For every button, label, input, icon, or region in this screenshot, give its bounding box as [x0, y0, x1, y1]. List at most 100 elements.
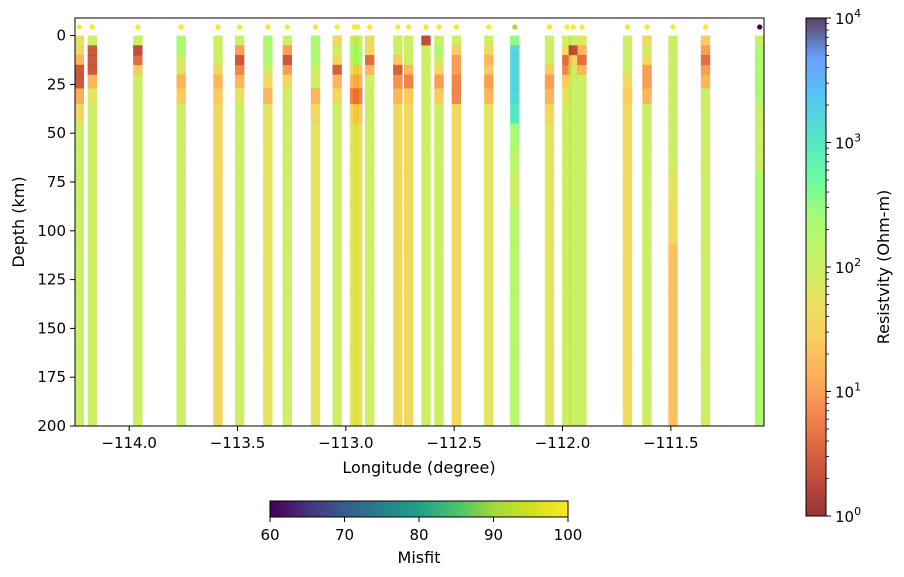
resistivity-cell: [642, 35, 652, 46]
station-column: [393, 35, 403, 427]
resistivity-cell: [353, 74, 363, 89]
resistivity-cell: [133, 45, 143, 56]
resistivity-cell: [544, 103, 555, 124]
station-column: [353, 35, 363, 427]
resistivity-cell: [451, 55, 462, 66]
resistivity-cell: [310, 103, 321, 124]
resistivity-cell: [562, 88, 572, 105]
resistivity-cell: [421, 103, 431, 124]
station-misfit-marker: [406, 24, 412, 30]
station-column: [74, 35, 85, 427]
resistivity-cell: [700, 123, 711, 148]
resistivity-cell: [622, 123, 633, 148]
station-misfit-marker: [284, 24, 290, 30]
resistivity-cell: [421, 293, 431, 353]
resistivity-cell: [700, 64, 711, 76]
resistivity-cell: [544, 351, 555, 427]
resistivity-cell: [421, 123, 431, 148]
station-column: [451, 35, 462, 427]
resistivity-cell: [622, 103, 633, 124]
resistivity-cell: [353, 244, 363, 294]
resistivity-cell: [642, 55, 652, 66]
resistivity-cell: [577, 64, 587, 76]
resistivity-cell: [577, 74, 587, 89]
resistivity-cell: [484, 293, 494, 353]
resistivity-cell: [451, 205, 462, 245]
station-misfit-marker: [334, 24, 340, 30]
resistivity-cell: [263, 74, 273, 89]
resistivity-cell: [510, 244, 520, 294]
y-tick-label: 100: [37, 222, 66, 240]
resistivity-cell: [700, 351, 711, 427]
resistivity-cell: [562, 55, 572, 66]
station-column: [263, 35, 273, 427]
resistivity-cell: [622, 293, 633, 353]
resistivity-cell: [568, 351, 579, 427]
resistivity-cell: [434, 146, 444, 173]
resistivity-cell: [364, 172, 375, 206]
resistivity-cell: [393, 64, 403, 76]
resistivity-cell: [451, 88, 462, 105]
resistivity-cell: [74, 88, 85, 105]
resistivity-cell: [87, 351, 98, 427]
plot-area: −114.0 −113.5 −113.0 −112.5 −112.0 −111.5 0 25…: [9, 17, 765, 477]
resistivity-cell: [213, 55, 223, 66]
resistivity-tick-label: 103: [835, 132, 861, 153]
resistivity-cell: [353, 103, 363, 124]
resistivity-cell: [577, 123, 587, 148]
resistivity-cell: [87, 88, 98, 105]
station-misfit-marker: [215, 24, 221, 30]
resistivity-cell: [263, 103, 273, 124]
resistivity-cell: [353, 172, 363, 206]
station-column: [668, 35, 678, 427]
resistivity-cell: [213, 88, 223, 105]
y-tick-label: 50: [47, 124, 66, 142]
resistivity-cell: [133, 123, 143, 148]
station-column: [700, 35, 711, 427]
resistivity-cell: [234, 35, 245, 46]
resistivity-cell: [700, 55, 711, 66]
resistivity-cell: [562, 74, 572, 89]
station-column: [282, 35, 293, 427]
resistivity-cell: [263, 35, 273, 46]
y-axis-ticks: 0 25 50 75 100 125 150 175 200: [37, 27, 75, 435]
resistivity-cell: [234, 293, 245, 353]
resistivity-cell: [176, 55, 186, 66]
station-column: [642, 35, 652, 427]
resistivity-cell: [668, 88, 678, 105]
resistivity-cell: [668, 74, 678, 89]
resistivity-cell: [332, 244, 342, 294]
resistivity-cell: [568, 244, 579, 294]
station-misfit-marker: [579, 24, 585, 30]
resistivity-cell: [234, 64, 245, 76]
x-tick-label: −112.0: [535, 434, 591, 452]
resistivity-cell: [310, 293, 321, 353]
resistivity-cell: [282, 244, 293, 294]
resistivity-cell: [484, 64, 494, 76]
resistivity-cell: [332, 205, 342, 245]
resistivity-cell: [353, 205, 363, 245]
resistivity-cell: [451, 351, 462, 427]
station-misfit-marker: [486, 24, 492, 30]
resistivity-cell: [234, 123, 245, 148]
resistivity-cell: [403, 55, 414, 66]
resistivity-cell: [310, 351, 321, 427]
station-misfit-marker: [89, 24, 95, 30]
station-misfit-marker: [265, 24, 271, 30]
resistivity-cell: [577, 244, 587, 294]
resistivity-cell: [451, 74, 462, 89]
station-column: [510, 35, 520, 427]
resistivity-cell: [577, 45, 587, 56]
resistivity-cell: [213, 64, 223, 76]
resistivity-cell: [484, 55, 494, 66]
resistivity-cell: [668, 351, 678, 427]
resistivity-cell: [421, 146, 431, 173]
resistivity-cell: [213, 172, 223, 206]
resistivity-cell: [642, 146, 652, 173]
resistivity-cell: [568, 55, 579, 66]
resistivity-cell: [484, 103, 494, 124]
station-column: [421, 35, 431, 427]
station-column: [434, 35, 444, 427]
resistivity-cell: [282, 45, 293, 56]
resistivity-cell: [353, 123, 363, 148]
